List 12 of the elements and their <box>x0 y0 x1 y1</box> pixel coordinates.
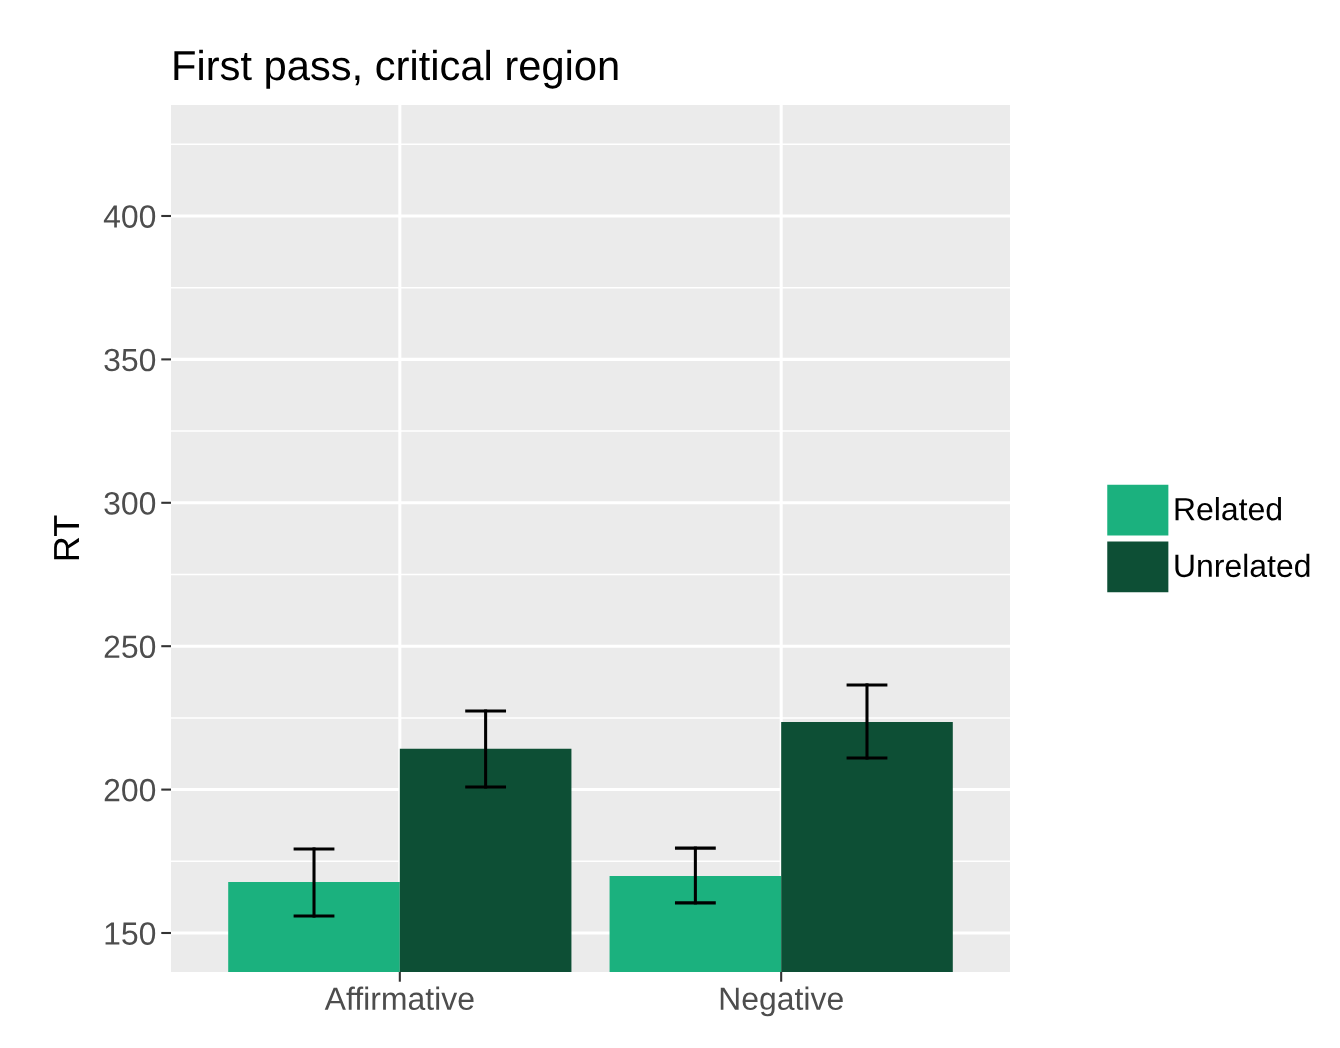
x-tick-label: Negative <box>720 986 843 1017</box>
y-tick-label: 200 <box>104 778 156 802</box>
y-axis-title: RT <box>54 515 79 560</box>
y-tick-label: 300 <box>104 492 156 515</box>
chart-title: First pass, critical region <box>174 49 618 89</box>
x-tick-label: Affirmative <box>324 986 474 1011</box>
legend-label: Unrelated <box>1175 553 1310 578</box>
y-tick-label: 400 <box>103 205 156 228</box>
y-tick-label: 250 <box>104 635 156 659</box>
legend-label: Related <box>1175 496 1281 521</box>
y-tick-label: 350 <box>104 348 156 372</box>
y-tick-label: 150 <box>105 922 156 945</box>
